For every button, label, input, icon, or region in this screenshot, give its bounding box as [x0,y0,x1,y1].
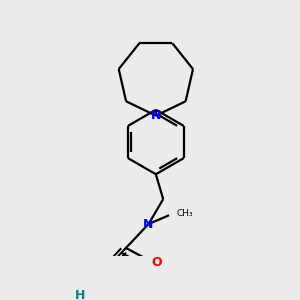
Text: N: N [143,218,154,230]
Text: CH₃: CH₃ [176,209,193,218]
Text: O: O [151,256,161,268]
Text: N: N [151,109,161,122]
Text: H: H [74,289,85,300]
